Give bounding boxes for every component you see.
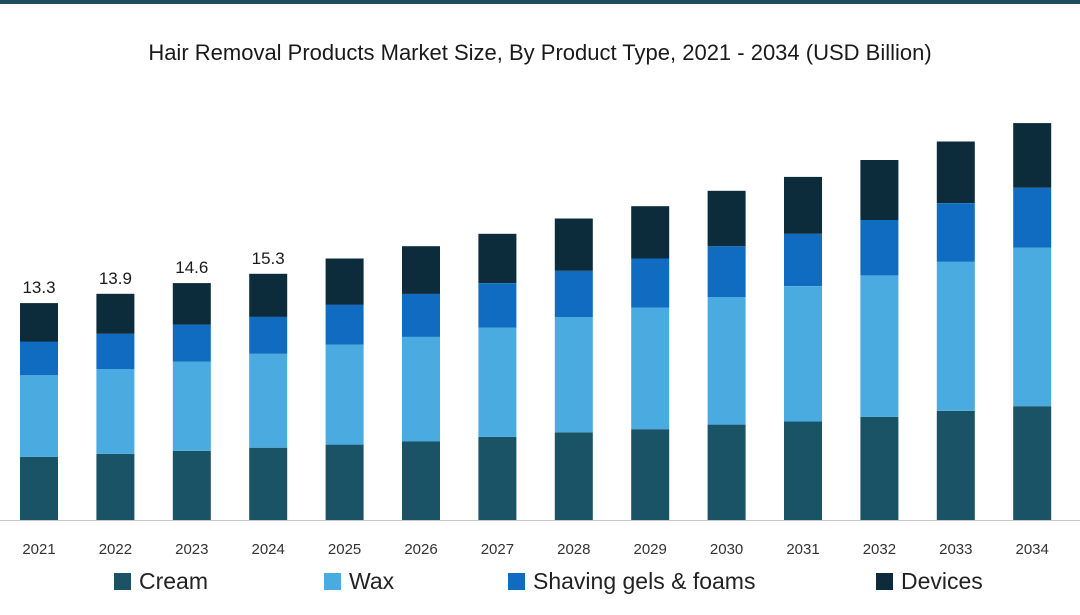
- legend-label-shaving-gels-foams: Shaving gels & foams: [533, 568, 756, 594]
- legend-item-wax: Wax: [324, 568, 394, 595]
- x-tick-label-2028: 2028: [557, 541, 590, 558]
- bar-segment-cream-2025: [325, 444, 364, 520]
- bar-segment-shaving-gels-foams-2021: [20, 341, 58, 376]
- bar-segment-devices-2029: [631, 206, 670, 259]
- bar-segment-wax-2022: [96, 369, 135, 454]
- bar-segment-cream-2034: [1013, 406, 1052, 520]
- bar-segment-wax-2029: [631, 307, 670, 430]
- x-tick-label-2029: 2029: [634, 541, 667, 558]
- bar-segment-wax-2033: [936, 261, 975, 411]
- x-tick-label-2025: 2025: [328, 541, 361, 558]
- x-tick-label-2030: 2030: [710, 541, 743, 558]
- x-tick-label-2022: 2022: [99, 541, 132, 558]
- bar-segment-shaving-gels-foams-2029: [631, 258, 670, 308]
- chart-title: Hair Removal Products Market Size, By Pr…: [148, 40, 932, 65]
- legend-item-cream: Cream: [114, 568, 208, 595]
- bar-segment-devices-2034: [1013, 123, 1052, 188]
- bar-segment-wax-2032: [860, 275, 899, 417]
- data-label-2022: 13.9: [99, 269, 132, 288]
- bar-segment-shaving-gels-foams-2024: [249, 316, 288, 354]
- legend-label-cream: Cream: [139, 568, 209, 594]
- bar-segment-wax-2030: [707, 296, 746, 425]
- bar-segment-wax-2021: [20, 375, 58, 457]
- bar-segment-devices-2025: [325, 258, 364, 305]
- bar-segment-cream-2028: [554, 432, 593, 520]
- bar-segment-wax-2026: [402, 336, 440, 442]
- bar-segment-shaving-gels-foams-2030: [707, 246, 746, 297]
- x-tick-label-2033: 2033: [939, 541, 972, 558]
- bar-segment-shaving-gels-foams-2028: [554, 270, 593, 317]
- x-tick-label-2032: 2032: [863, 541, 896, 558]
- bar-segment-shaving-gels-foams-2023: [172, 324, 211, 362]
- bar-segment-wax-2028: [554, 316, 593, 433]
- bar-segment-cream-2030: [707, 424, 746, 520]
- legend-item-shaving-gels-foams: Shaving gels & foams: [508, 568, 755, 595]
- bar-segment-cream-2022: [96, 453, 135, 520]
- bar-segment-shaving-gels-foams-2027: [478, 283, 517, 328]
- data-label-2024: 15.3: [252, 249, 285, 268]
- bar-segment-devices-2021: [20, 303, 58, 342]
- legend-swatch-wax: [324, 573, 341, 590]
- x-tick-label-2024: 2024: [252, 541, 285, 558]
- bar-segment-shaving-gels-foams-2031: [784, 233, 822, 287]
- legend-label-wax: Wax: [349, 568, 395, 594]
- x-tick-label-2023: 2023: [175, 541, 208, 558]
- bar-segment-devices-2030: [707, 190, 746, 247]
- data-label-2023: 14.6: [175, 258, 208, 277]
- bar-segment-devices-2027: [478, 233, 517, 283]
- bar-segment-shaving-gels-foams-2032: [860, 220, 899, 276]
- legend-swatch-shaving-gels-foams: [508, 573, 525, 590]
- bar-segment-devices-2032: [860, 160, 899, 220]
- data-label-2021: 13.3: [22, 278, 55, 297]
- x-tick-label-2026: 2026: [404, 541, 437, 558]
- bar-segment-devices-2024: [249, 273, 288, 317]
- bar-segment-cream-2024: [249, 447, 288, 520]
- bar-segment-wax-2031: [784, 286, 822, 422]
- legend-swatch-devices: [876, 573, 893, 590]
- bar-segment-cream-2029: [631, 429, 670, 520]
- legend-label-devices: Devices: [901, 568, 983, 594]
- bar-segment-cream-2032: [860, 416, 899, 520]
- bar-segment-shaving-gels-foams-2025: [325, 304, 364, 345]
- bar-segment-wax-2024: [249, 353, 288, 448]
- bar-segment-cream-2023: [172, 450, 211, 520]
- bar-segment-devices-2031: [784, 176, 822, 234]
- bar-segment-devices-2033: [936, 141, 975, 203]
- bar-segment-wax-2034: [1013, 247, 1052, 407]
- bar-segment-cream-2033: [936, 410, 975, 520]
- bar-segment-devices-2028: [554, 218, 593, 271]
- top-rule: [0, 0, 1080, 4]
- bar-segment-devices-2023: [172, 283, 211, 325]
- bar-segment-cream-2031: [784, 421, 822, 520]
- chart-legend: Cream Wax Shaving gels & foams Devices: [0, 568, 1080, 604]
- bar-segment-devices-2022: [96, 293, 135, 334]
- bar-segment-shaving-gels-foams-2022: [96, 333, 135, 370]
- legend-swatch-cream: [114, 573, 131, 590]
- bar-segment-shaving-gels-foams-2034: [1013, 187, 1052, 248]
- bar-segment-shaving-gels-foams-2026: [402, 293, 440, 337]
- bar-segment-devices-2026: [402, 246, 440, 294]
- x-tick-label-2031: 2031: [786, 541, 819, 558]
- bar-segment-cream-2027: [478, 436, 517, 520]
- bar-segment-wax-2027: [478, 327, 517, 437]
- legend-item-devices: Devices: [876, 568, 983, 595]
- bar-segment-cream-2021: [20, 456, 58, 520]
- x-tick-label-2021: 2021: [22, 541, 55, 558]
- bar-segment-cream-2026: [402, 441, 440, 520]
- bar-segment-wax-2025: [325, 344, 364, 445]
- bar-segment-wax-2023: [172, 361, 211, 451]
- x-tick-label-2034: 2034: [1016, 541, 1049, 558]
- x-tick-label-2027: 2027: [481, 541, 514, 558]
- bar-segment-shaving-gels-foams-2033: [936, 203, 975, 262]
